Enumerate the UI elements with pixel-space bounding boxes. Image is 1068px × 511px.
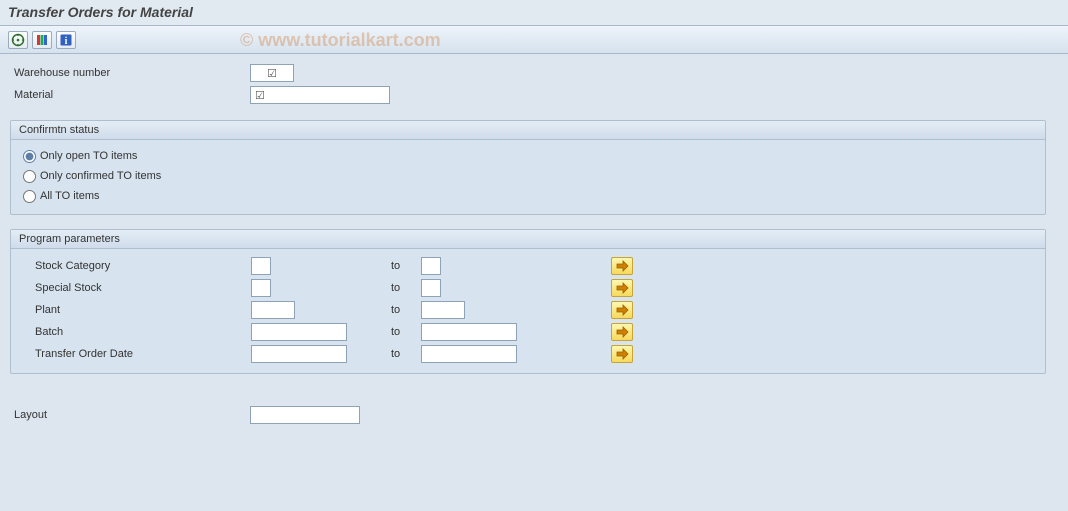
radio-row-confirmed: Only confirmed TO items	[19, 166, 1037, 186]
layout-input[interactable]	[250, 406, 360, 424]
title-bar: Transfer Orders for Material	[0, 0, 1068, 26]
warehouse-row: Warehouse number	[10, 62, 1058, 84]
param-to-input[interactable]	[421, 323, 517, 341]
radio-all-label: All TO items	[40, 190, 100, 202]
multiple-selection-button[interactable]	[611, 345, 633, 363]
param-from-input[interactable]	[251, 257, 271, 275]
multiple-selection-button[interactable]	[611, 279, 633, 297]
arrow-right-icon	[615, 282, 629, 294]
radio-open[interactable]	[23, 150, 36, 163]
param-label: Transfer Order Date	[19, 348, 251, 360]
param-row: Stock Category to	[19, 255, 1037, 277]
info-icon: i	[59, 33, 73, 47]
execute-button[interactable]	[8, 31, 28, 49]
param-to-input[interactable]	[421, 345, 517, 363]
material-input[interactable]	[250, 86, 390, 104]
param-label: Plant	[19, 304, 251, 316]
param-to-input[interactable]	[421, 257, 441, 275]
confirm-status-title: Confirmtn status	[11, 121, 1045, 140]
page-title: Transfer Orders for Material	[8, 4, 193, 20]
program-parameters-title: Program parameters	[11, 230, 1045, 249]
param-label: Batch	[19, 326, 251, 338]
param-from-input[interactable]	[251, 345, 347, 363]
warehouse-label: Warehouse number	[10, 67, 250, 79]
layout-label: Layout	[10, 409, 250, 421]
content-area: Warehouse number Material Confirmtn stat…	[0, 54, 1068, 434]
param-to-label: to	[391, 326, 421, 338]
layout-row: Layout	[10, 404, 1058, 426]
toolbar: i © www.tutorialkart.com	[0, 26, 1068, 54]
radio-open-label: Only open TO items	[40, 150, 137, 162]
watermark-text: © www.tutorialkart.com	[240, 30, 441, 51]
arrow-right-icon	[615, 260, 629, 272]
arrow-right-icon	[615, 348, 629, 360]
arrow-right-icon	[615, 304, 629, 316]
param-to-label: to	[391, 304, 421, 316]
warehouse-input[interactable]	[250, 64, 294, 82]
param-to-label: to	[391, 260, 421, 272]
confirm-status-group: Confirmtn status Only open TO items Only…	[10, 120, 1046, 215]
param-to-label: to	[391, 282, 421, 294]
confirm-status-body: Only open TO items Only confirmed TO ite…	[11, 140, 1045, 214]
param-to-label: to	[391, 348, 421, 360]
param-to-input[interactable]	[421, 279, 441, 297]
param-row: Plant to	[19, 299, 1037, 321]
param-row: Special Stock to	[19, 277, 1037, 299]
radio-all[interactable]	[23, 190, 36, 203]
radio-confirmed[interactable]	[23, 170, 36, 183]
param-row: Batch to	[19, 321, 1037, 343]
material-row: Material	[10, 84, 1058, 106]
multiple-selection-button[interactable]	[611, 257, 633, 275]
param-label: Stock Category	[19, 260, 251, 272]
radio-row-open: Only open TO items	[19, 146, 1037, 166]
param-to-input[interactable]	[421, 301, 465, 319]
svg-text:i: i	[65, 36, 68, 47]
radio-row-all: All TO items	[19, 186, 1037, 206]
execute-icon	[11, 33, 25, 47]
param-from-input[interactable]	[251, 323, 347, 341]
multiple-selection-button[interactable]	[611, 323, 633, 341]
program-parameters-body: Stock CategorytoSpecial StocktoPlanttoBa…	[11, 249, 1045, 373]
param-from-input[interactable]	[251, 279, 271, 297]
variant-icon	[35, 33, 49, 47]
multiple-selection-button[interactable]	[611, 301, 633, 319]
radio-confirmed-label: Only confirmed TO items	[40, 170, 161, 182]
variant-button[interactable]	[32, 31, 52, 49]
param-label: Special Stock	[19, 282, 251, 294]
param-row: Transfer Order Date to	[19, 343, 1037, 365]
material-label: Material	[10, 89, 250, 101]
param-from-input[interactable]	[251, 301, 295, 319]
info-button[interactable]: i	[56, 31, 76, 49]
program-parameters-group: Program parameters Stock CategorytoSpeci…	[10, 229, 1046, 374]
arrow-right-icon	[615, 326, 629, 338]
